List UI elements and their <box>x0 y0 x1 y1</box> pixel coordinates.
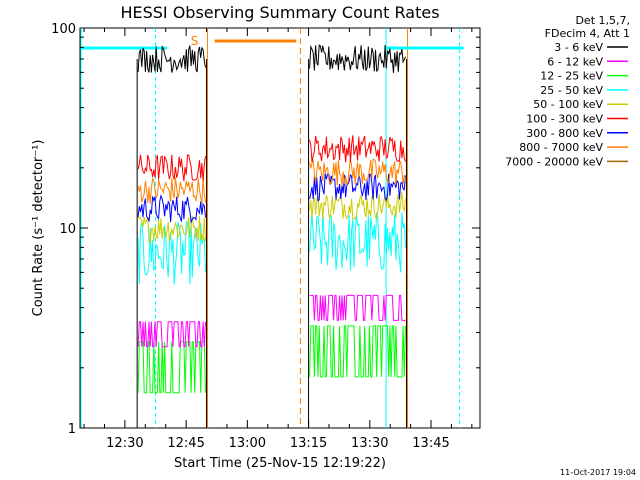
chart-title: HESSI Observing Summary Count Rates <box>120 3 439 22</box>
series-line <box>137 220 206 285</box>
y-tick-label: 1 <box>68 422 76 437</box>
series-line <box>309 44 406 73</box>
series-line <box>309 135 406 163</box>
y-tick-label: 10 <box>59 222 76 237</box>
series-line <box>137 321 206 348</box>
x-axis-title: Start Time (25-Nov-15 12:19:22) <box>174 456 386 471</box>
legend-label: 800 - 7000 keV <box>519 141 603 154</box>
series-line <box>309 191 406 221</box>
series-line <box>309 294 406 321</box>
series-line <box>309 211 406 273</box>
x-tick-label: 12:30 <box>106 436 143 451</box>
plot-area: S <box>80 28 464 428</box>
legend-header-line-1: Det 1,5,7, <box>575 14 630 27</box>
x-tick-label: 13:00 <box>229 436 266 451</box>
footer-date: 11-Oct-2017 19:04 <box>560 468 636 477</box>
legend-label: 300 - 800 keV <box>526 127 603 140</box>
legend-label: 3 - 6 keV <box>554 41 603 54</box>
legend-label: 6 - 12 keV <box>547 55 603 68</box>
series-line <box>137 176 206 204</box>
legend-header-line-2: FDecim 4, Att 1 <box>545 27 630 40</box>
series-line <box>309 325 406 378</box>
legend-label: 12 - 25 keV <box>540 70 603 83</box>
y-axis-title: Count Rate (s⁻¹ detector⁻¹) <box>31 140 46 317</box>
series-line <box>309 173 406 202</box>
legend-label: 7000 - 20000 keV <box>505 155 603 168</box>
series-line <box>137 341 206 394</box>
series-line <box>137 45 206 73</box>
series-line <box>137 194 206 224</box>
axis-ticks: 1 10 100 12:30 12:45 13:00 13:15 13:30 13:45 <box>51 22 480 451</box>
y-tick-label: 100 <box>51 22 76 37</box>
x-tick-label: 13:45 <box>412 436 449 451</box>
series-line <box>309 158 406 187</box>
legend-label: 100 - 300 keV <box>526 113 603 126</box>
series-line <box>137 154 206 182</box>
x-tick-label: 13:30 <box>351 436 388 451</box>
saa-annotation: S <box>191 34 199 48</box>
x-tick-label: 12:45 <box>167 436 204 451</box>
x-tick-label: 13:15 <box>290 436 327 451</box>
series-line <box>137 215 206 243</box>
legend-label: 25 - 50 keV <box>540 84 603 97</box>
legend-label: 50 - 100 keV <box>533 98 603 111</box>
